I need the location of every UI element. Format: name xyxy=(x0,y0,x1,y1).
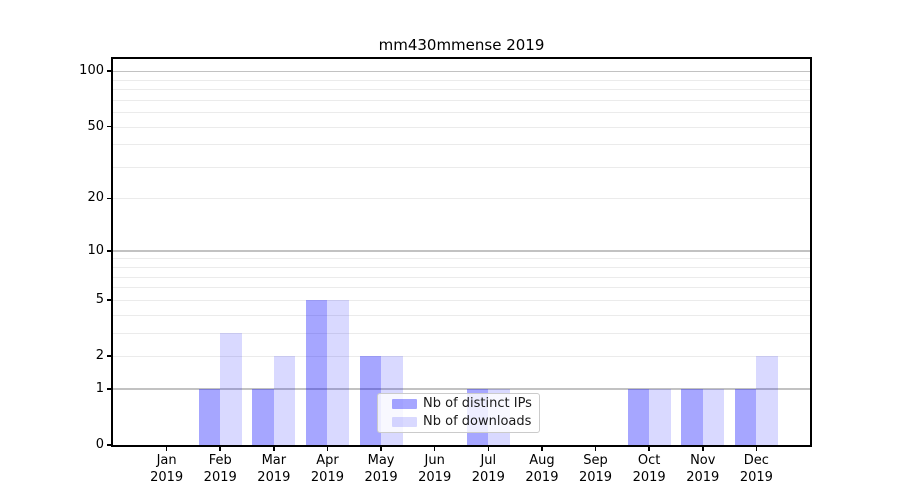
legend-swatch-downloads-icon xyxy=(392,417,417,427)
y-tick-2 xyxy=(107,355,111,357)
y-tick-label-50: 50 xyxy=(87,118,104,134)
y-tick-50 xyxy=(107,125,111,128)
y-tick-20 xyxy=(107,197,111,200)
bar-nb-of-downloads-oct xyxy=(649,388,671,445)
plot-area xyxy=(113,59,810,445)
legend-label-distinct-ips: Nb of distinct IPs xyxy=(423,396,532,411)
x-tick-label-feb: Feb 2019 xyxy=(203,453,237,485)
bar-nb-of-downloads-apr xyxy=(327,299,349,445)
x-tick-label-jul: Jul 2019 xyxy=(471,453,505,485)
x-tick-jan xyxy=(165,447,168,451)
bar-nb-of-downloads-mar xyxy=(273,356,296,445)
gridline-minor-8 xyxy=(113,267,810,269)
gridline-minor-7 xyxy=(113,276,810,278)
y-tick-label-0: 0 xyxy=(95,437,104,452)
gridline-minor-6 xyxy=(113,287,810,289)
y-tick-label-10: 10 xyxy=(87,242,104,258)
y-tick-100 xyxy=(107,70,111,72)
legend-swatch-distinct-ips-icon xyxy=(392,399,417,409)
x-tick-jul xyxy=(487,447,490,451)
gridline-minor-5 xyxy=(113,299,810,301)
x-tick-label-dec: Dec 2019 xyxy=(739,453,773,485)
bar-nb-of-downloads-feb xyxy=(220,332,242,445)
bar-nb-of-distinct-ips-mar xyxy=(252,388,274,445)
y-tick-label-5: 5 xyxy=(95,291,104,307)
gridline-minor-80 xyxy=(113,89,810,91)
gridline-minor-50 xyxy=(113,126,810,128)
x-tick-label-sep: Sep 2019 xyxy=(578,453,613,485)
bar-nb-of-distinct-ips-apr xyxy=(305,299,328,445)
bar-nb-of-distinct-ips-oct xyxy=(627,388,650,445)
y-tick-label-2: 2 xyxy=(95,348,104,363)
x-tick-nov xyxy=(702,447,704,451)
y-tick-label-20: 20 xyxy=(87,190,104,206)
legend-box: Nb of distinct IPs Nb of downloads xyxy=(377,393,540,433)
chart-title: mm430mmense 2019 xyxy=(378,36,545,54)
x-tick-label-may: May 2019 xyxy=(364,453,398,485)
gridline-minor-70 xyxy=(113,99,810,101)
y-tick-1 xyxy=(107,388,111,390)
bar-nb-of-downloads-nov xyxy=(702,388,725,445)
x-tick-label-jan: Jan 2019 xyxy=(150,453,184,485)
bar-nb-of-distinct-ips-nov xyxy=(681,388,703,445)
x-tick-may xyxy=(380,447,382,451)
x-tick-label-oct: Oct 2019 xyxy=(632,453,666,485)
gridline-minor-30 xyxy=(113,166,810,168)
gridline-minor-3 xyxy=(113,332,810,334)
x-tick-jun xyxy=(433,447,436,451)
legend-item-distinct-ips: Nb of distinct IPs xyxy=(392,396,539,412)
x-tick-sep xyxy=(594,447,597,451)
gridline-10 xyxy=(113,250,810,252)
y-tick-label-1: 1 xyxy=(95,380,104,396)
x-tick-aug xyxy=(541,447,543,451)
gridline-minor-4 xyxy=(113,314,810,316)
x-tick-dec xyxy=(755,447,758,451)
gridline-minor-9 xyxy=(113,258,810,260)
x-tick-mar xyxy=(273,447,275,451)
y-tick-10 xyxy=(107,250,111,252)
x-tick-apr xyxy=(326,447,329,451)
x-tick-label-mar: Mar 2019 xyxy=(257,453,291,485)
x-tick-label-jun: Jun 2019 xyxy=(418,453,452,485)
bar-nb-of-downloads-dec xyxy=(756,356,778,445)
legend-label-downloads: Nb of downloads xyxy=(423,414,532,429)
bar-nb-of-distinct-ips-feb xyxy=(198,388,221,445)
x-tick-oct xyxy=(648,447,650,451)
gridline-minor-60 xyxy=(113,112,810,114)
y-tick-label-100: 100 xyxy=(79,63,104,79)
bar-nb-of-distinct-ips-dec xyxy=(734,388,757,445)
bar-nb-of-distinct-ips-may xyxy=(359,356,382,445)
y-tick-5 xyxy=(107,299,111,301)
gridline-1 xyxy=(113,388,810,390)
x-tick-label-apr: Apr 2019 xyxy=(310,453,344,485)
x-tick-label-nov: Nov 2019 xyxy=(686,453,720,485)
x-tick-label-aug: Aug 2019 xyxy=(525,453,559,485)
gridline-minor-40 xyxy=(113,144,810,146)
gridline-minor-90 xyxy=(113,79,810,81)
x-tick-feb xyxy=(219,447,221,451)
legend-item-downloads: Nb of downloads xyxy=(392,414,539,430)
gridline-minor-20 xyxy=(113,198,810,200)
gridline-minor-2 xyxy=(113,356,810,357)
gridline-100 xyxy=(113,70,810,73)
y-tick-0 xyxy=(107,444,111,446)
